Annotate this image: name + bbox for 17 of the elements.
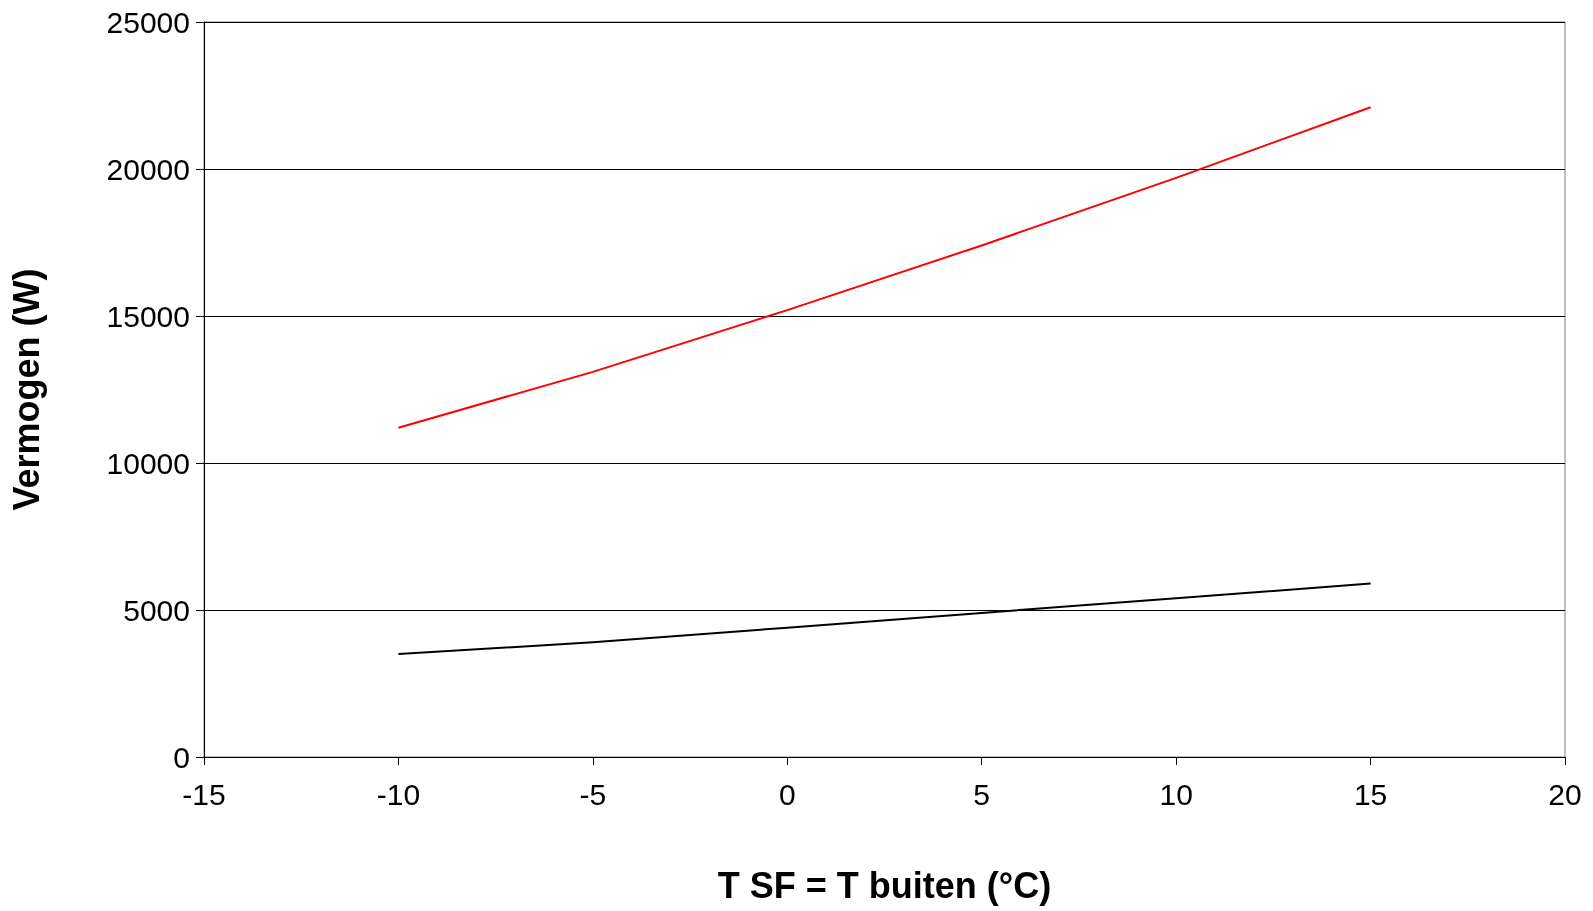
y-axis-title: Vermogen (W) [5,268,47,511]
x-tick-label: 20 [1548,777,1582,811]
x-tick-label: 5 [973,777,991,811]
x-tick-label: 15 [1353,777,1388,811]
y-tick-label: 5000 [123,593,190,627]
y-tick-label: 15000 [106,299,190,333]
x-tick-label: -10 [376,777,421,811]
y-tick-label: 25000 [106,5,190,39]
x-tick-label: -15 [182,777,226,811]
x-tick-label: -5 [579,777,607,811]
y-tick-label: 10000 [106,446,190,480]
y-tick-label: 20000 [106,152,190,186]
y-tick-label: 0 [173,740,190,774]
x-axis-title: T SF = T buiten (°C) [717,864,1052,906]
x-tick-label: 10 [1159,777,1193,811]
x-tick-label: 0 [778,777,796,811]
line-series [397,106,1372,429]
